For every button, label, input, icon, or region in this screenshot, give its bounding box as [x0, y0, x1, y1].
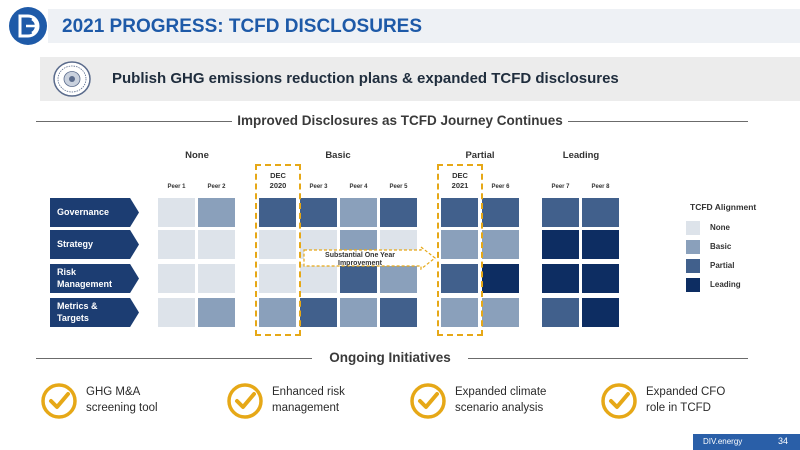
grid-cell [197, 297, 236, 328]
dec-2020-label: DEC 2020 [269, 171, 287, 190]
footer-brand: DIV.energy [703, 437, 743, 446]
grid-cell [541, 229, 580, 260]
peer-7-label: Peer 7 [551, 184, 570, 190]
dec-2020-highlight [255, 164, 301, 336]
category-leading-label: Leading [562, 150, 600, 161]
grid-cell [379, 197, 418, 228]
improvement-arrow-icon [303, 246, 436, 270]
checkmark-circle-icon [41, 383, 77, 419]
grid-cell [481, 197, 520, 228]
row-label-risk-management: Risk Management [50, 264, 139, 293]
checkmark-circle-icon [601, 383, 637, 419]
grid-cell [258, 197, 297, 228]
category-none-label: None [185, 150, 209, 161]
grid-cell [258, 297, 297, 328]
peer-6-label: Peer 6 [491, 184, 510, 190]
grid-cell [541, 263, 580, 294]
initiative-ghg-ma: GHG M&A screening tool [86, 386, 158, 414]
div-energy-logo-icon [9, 7, 47, 45]
initiatives-section-title: Ongoing Initiatives [329, 350, 451, 365]
grid-cell [157, 297, 196, 328]
row-label-strategy: Strategy [50, 230, 139, 259]
grid-cell [157, 263, 196, 294]
footer-bar: DIV.energy 34 [693, 434, 800, 450]
legend-swatch-leading [686, 278, 700, 292]
divider-line [36, 121, 232, 122]
title-bar: 2021 PROGRESS: TCFD DISCLOSURES [48, 9, 800, 43]
grid-cell [440, 297, 479, 328]
legend-label-leading: Leading [710, 280, 741, 289]
divider-line [568, 121, 748, 122]
row-label-metrics-targets: Metrics & Targets [50, 298, 139, 327]
grid-cell [581, 229, 620, 260]
legend-swatch-partial [686, 259, 700, 273]
page-number: 34 [777, 436, 788, 446]
legend-swatch-basic [686, 240, 700, 254]
subtitle-text: Publish GHG emissions reduction plans & … [112, 70, 619, 87]
peer-5-label: Peer 5 [389, 184, 408, 190]
checkmark-circle-icon [227, 383, 263, 419]
dec-2021-highlight [437, 164, 483, 336]
grid-cell [581, 297, 620, 328]
grid-cell [157, 197, 196, 228]
grid-cell [440, 197, 479, 228]
dec-2021-label: DEC 2021 [451, 171, 469, 190]
peer-1-label: Peer 1 [167, 184, 186, 190]
checkmark-circle-icon [410, 383, 446, 419]
grid-cell [481, 229, 520, 260]
grid-cell [440, 229, 479, 260]
peer-8-label: Peer 8 [591, 184, 610, 190]
divider-line [468, 358, 748, 359]
category-partial-label: Partial [465, 150, 495, 161]
peer-4-label: Peer 4 [349, 184, 368, 190]
grid-cell [440, 263, 479, 294]
grid-cell [339, 263, 378, 294]
grid-cell [197, 197, 236, 228]
grid-cell [339, 297, 378, 328]
grid-cell [197, 229, 236, 260]
grid-cell [481, 297, 520, 328]
grid-cell [197, 263, 236, 294]
legend-label-none: None [710, 223, 730, 232]
grid-cell [541, 197, 580, 228]
grid-cell [339, 197, 378, 228]
grid-cell [157, 229, 196, 260]
legend-swatch-none [686, 221, 700, 235]
peer-2-label: Peer 2 [207, 184, 226, 190]
subtitle-band [40, 57, 800, 101]
peer-3-label: Peer 3 [309, 184, 328, 190]
grid-cell [258, 263, 297, 294]
grid-cell [299, 297, 338, 328]
grid-cell [379, 263, 418, 294]
grid-cell [258, 229, 297, 260]
legend-label-partial: Partial [710, 261, 735, 270]
row-label-governance: Governance [50, 198, 139, 227]
improvement-label: Substantial One Year Improvement [325, 252, 395, 267]
category-basic-label: Basic [325, 150, 351, 161]
grid-cell [541, 297, 580, 328]
initiative-cfo-role: Expanded CFO role in TCFD [646, 386, 726, 414]
grid-cell [581, 263, 620, 294]
divider-line [36, 358, 312, 359]
grid-cell [581, 197, 620, 228]
grid-cell [299, 197, 338, 228]
page-title: 2021 PROGRESS: TCFD DISCLOSURES [62, 16, 423, 37]
matrix-section-title: Improved Disclosures as TCFD Journey Con… [237, 113, 563, 128]
initiative-climate-scenario: Expanded climate scenario analysis [455, 386, 547, 414]
legend-label-basic: Basic [710, 242, 732, 251]
company-seal-icon [53, 61, 91, 97]
grid-cell [379, 297, 418, 328]
legend-title: TCFD Alignment [690, 202, 757, 212]
initiative-risk-management: Enhanced risk management [272, 386, 345, 414]
grid-cell [481, 263, 520, 294]
